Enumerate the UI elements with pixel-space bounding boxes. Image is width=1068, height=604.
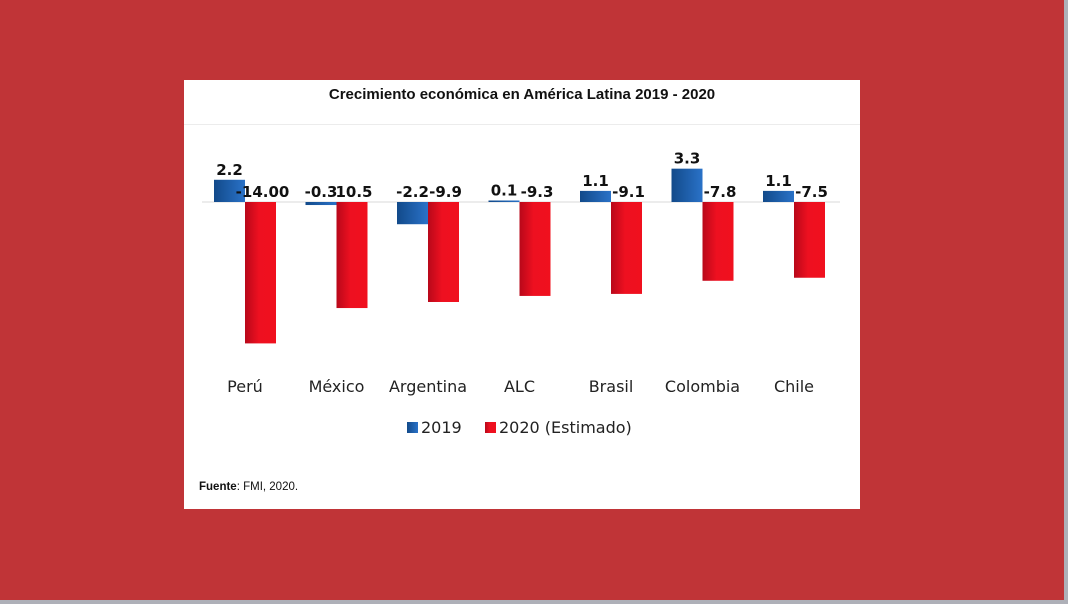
bar-2020-argentina: [428, 202, 459, 302]
data-label: 0.1: [491, 182, 518, 200]
legend: 2019 2020 (Estimado): [407, 418, 632, 437]
bar-2019-perú: [214, 179, 245, 202]
source-note: Fuente: FMI, 2020.: [199, 481, 298, 493]
data-label: -14.00: [236, 183, 290, 201]
data-label: -7.5: [795, 183, 828, 201]
x-tick-label: México: [309, 377, 365, 396]
chart-title: Crecimiento económica en América Latina …: [328, 86, 716, 103]
title-divider: [184, 124, 860, 125]
legend-swatch-1: [485, 422, 496, 433]
legend-label: 2020 (Estimado): [499, 418, 632, 437]
bar-2020-brasil: [611, 202, 642, 294]
x-tick-label: ALC: [504, 377, 535, 396]
x-tick-label: Argentina: [389, 377, 467, 396]
bar-2020-chile: [794, 202, 825, 278]
data-label: 1.1: [582, 172, 609, 190]
data-label: 3.3: [674, 150, 701, 168]
source-text: : FMI, 2020.: [236, 481, 299, 493]
bar-2019-chile: [763, 190, 794, 202]
x-tick-label: Brasil: [589, 377, 634, 396]
data-label: -7.8: [704, 183, 737, 201]
bar-2020-méxico: [336, 202, 368, 309]
bar-2019-alc: [488, 200, 520, 202]
data-label: 10.5: [335, 183, 372, 201]
bar-2020-alc: [519, 202, 551, 296]
x-tick-label: Perú: [227, 377, 263, 396]
x-tick-label: Chile: [774, 377, 814, 396]
data-label: 1.1: [765, 172, 792, 190]
source-label: Fuente: [199, 481, 237, 493]
bar-2020-colombia: [702, 202, 734, 281]
bar-2019-colombia: [671, 168, 703, 202]
bar-2019-méxico: [305, 202, 337, 206]
bar-chart: 2.2-14.00 -0.310.5 -2.2 -9.9 0.1 -9.31.1-9.13…: [202, 150, 840, 437]
data-label: -9.3: [521, 183, 554, 201]
legend-label: 2019: [421, 418, 462, 437]
x-tick-label: Colombia: [665, 377, 740, 396]
bar-2020-perú: [245, 202, 276, 344]
chart-card: Crecimiento económica en América Latina …: [184, 80, 860, 509]
bar-2019-brasil: [580, 190, 611, 202]
legend-swatch-0: [407, 422, 418, 433]
data-label: -9.1: [612, 183, 645, 201]
data-label: -9.9: [429, 183, 462, 201]
data-label: -0.3: [305, 183, 338, 201]
data-label: -2.2: [396, 183, 429, 201]
bar-2019-argentina: [397, 202, 428, 225]
data-label: 2.2: [216, 161, 243, 179]
